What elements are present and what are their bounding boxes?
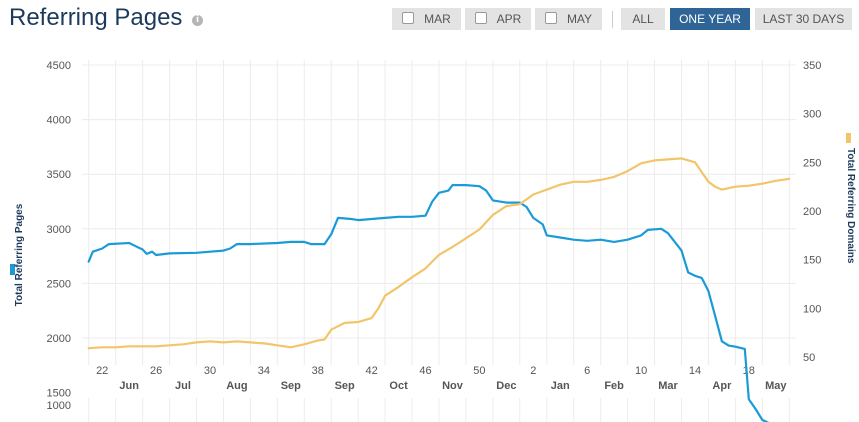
x-week-tick-label: 30 (204, 365, 216, 377)
x-month-tick-label: Aug (226, 380, 247, 392)
y-right-tick-label: 50 (803, 352, 815, 364)
y-right-tick-label: 300 (803, 109, 821, 121)
range-one-year-button[interactable]: ONE YEAR (670, 8, 750, 30)
info-icon[interactable]: i (192, 15, 203, 26)
x-month-tick-label: May (765, 380, 787, 392)
x-month-tick-label: Apr (712, 380, 732, 392)
x-week-tick-label: 14 (689, 365, 701, 377)
x-month-tick-label: Nov (442, 380, 464, 392)
x-week-tick-label: 42 (365, 365, 377, 377)
grid-lines (82, 60, 796, 422)
y-right-tick-label: 200 (803, 206, 821, 218)
x-week-tick-label: 26 (150, 365, 162, 377)
month-filter-label: MAR (424, 12, 451, 26)
y-left-tick-label: 2000 (47, 333, 71, 345)
x-week-tick-label: 34 (258, 365, 270, 377)
y-left-tick-label: 4500 (47, 60, 71, 72)
series-lines (87, 157, 791, 422)
y-left-tick-label: 1500 (47, 388, 71, 400)
y-left-tick-label: 3000 (47, 224, 71, 236)
y-left-tick-label: 4000 (47, 115, 71, 127)
y-left-tick-label: 2500 (47, 278, 71, 290)
y-right-tick-label: 250 (803, 157, 821, 169)
month-filter-mar[interactable]: MAR (392, 8, 461, 30)
y-left-tick-label: 1000 (47, 400, 71, 412)
x-week-tick-label: 50 (473, 365, 485, 377)
x-month-tick-label: Dec (496, 380, 516, 392)
checkbox-icon[interactable] (544, 12, 557, 24)
x-week-tick-label: 6 (584, 365, 590, 377)
x-month-tick-label: Mar (658, 380, 678, 392)
left-axis-title: Total Referring Pages (14, 203, 25, 306)
x-month-tick-label: Sep (281, 380, 301, 392)
x-month-tick-label: Jan (551, 380, 570, 392)
y-right-tick-label: 150 (803, 255, 821, 267)
left-axis-legend-swatch (10, 264, 15, 275)
toolbar-divider (612, 11, 613, 28)
x-week-tick-label: 10 (635, 365, 647, 377)
month-filter-label: MAY (566, 12, 593, 26)
x-week-tick-label: 2 (530, 365, 536, 377)
chart-header: Referring Pages i MAR APR MAY ALL ONE YE… (0, 0, 859, 40)
month-filter-apr[interactable]: APR (465, 8, 531, 30)
checkbox-icon[interactable] (402, 12, 415, 24)
x-week-tick-label: 18 (743, 365, 755, 377)
x-month-tick-label: Oct (389, 380, 408, 392)
right-axis-legend-swatch (846, 133, 851, 143)
range-all-button[interactable]: ALL (621, 8, 665, 30)
x-week-tick-label: 22 (96, 365, 108, 377)
right-axis-title: Total Referring Domains (845, 148, 856, 264)
y-right-tick-label: 350 (803, 60, 821, 72)
month-filter-label: APR (496, 12, 522, 26)
x-month-tick-label: Feb (604, 380, 624, 392)
x-week-tick-label: 46 (419, 365, 431, 377)
x-week-tick-label: 38 (312, 365, 324, 377)
x-month-tick-label: Jun (119, 380, 139, 392)
y-left-tick-label: 3500 (47, 169, 71, 181)
x-month-tick-label: Jul (175, 380, 191, 392)
series-line-referring-domains (87, 157, 791, 350)
y-right-tick-label: 100 (803, 303, 821, 315)
chart-title: Referring Pages (9, 4, 183, 31)
series-line-referring-pages (87, 184, 770, 422)
x-month-tick-label: Sep (335, 380, 355, 392)
month-filter-may[interactable]: MAY (535, 8, 602, 30)
range-last-30-days-button[interactable]: LAST 30 DAYS (755, 8, 852, 30)
checkbox-icon[interactable] (474, 12, 487, 24)
